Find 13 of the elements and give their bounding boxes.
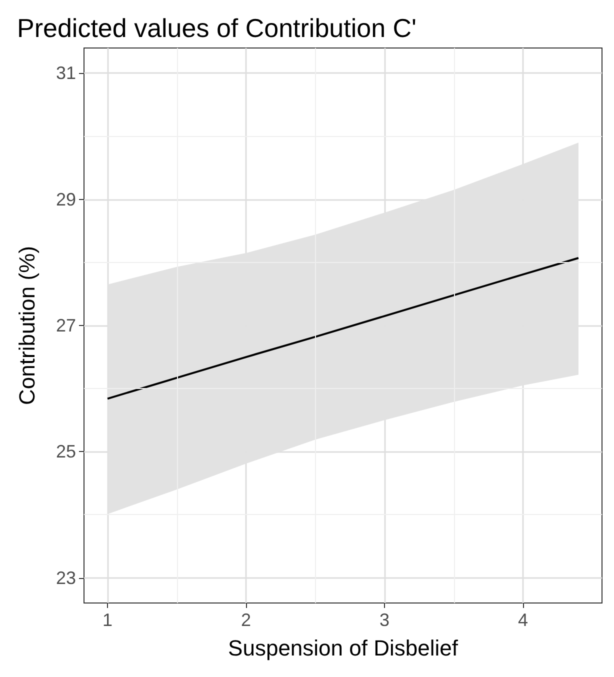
- x-tick-label: 4: [518, 610, 528, 630]
- x-tick-label: 1: [102, 610, 113, 630]
- x-tick-label: 2: [241, 610, 252, 630]
- x-tick-label: 3: [380, 610, 390, 630]
- y-tick-label: 29: [56, 189, 76, 210]
- y-tick-label: 23: [56, 568, 76, 588]
- y-axis-title: Contribution (%): [14, 246, 40, 405]
- y-tick-label: 27: [56, 316, 76, 336]
- chart-title: Predicted values of Contribution C': [17, 13, 417, 43]
- x-axis-title: Suspension of Disbelief: [228, 636, 459, 660]
- y-tick-label: 31: [56, 63, 76, 84]
- line-series: [106, 257, 580, 400]
- y-tick-label: 25: [56, 442, 76, 462]
